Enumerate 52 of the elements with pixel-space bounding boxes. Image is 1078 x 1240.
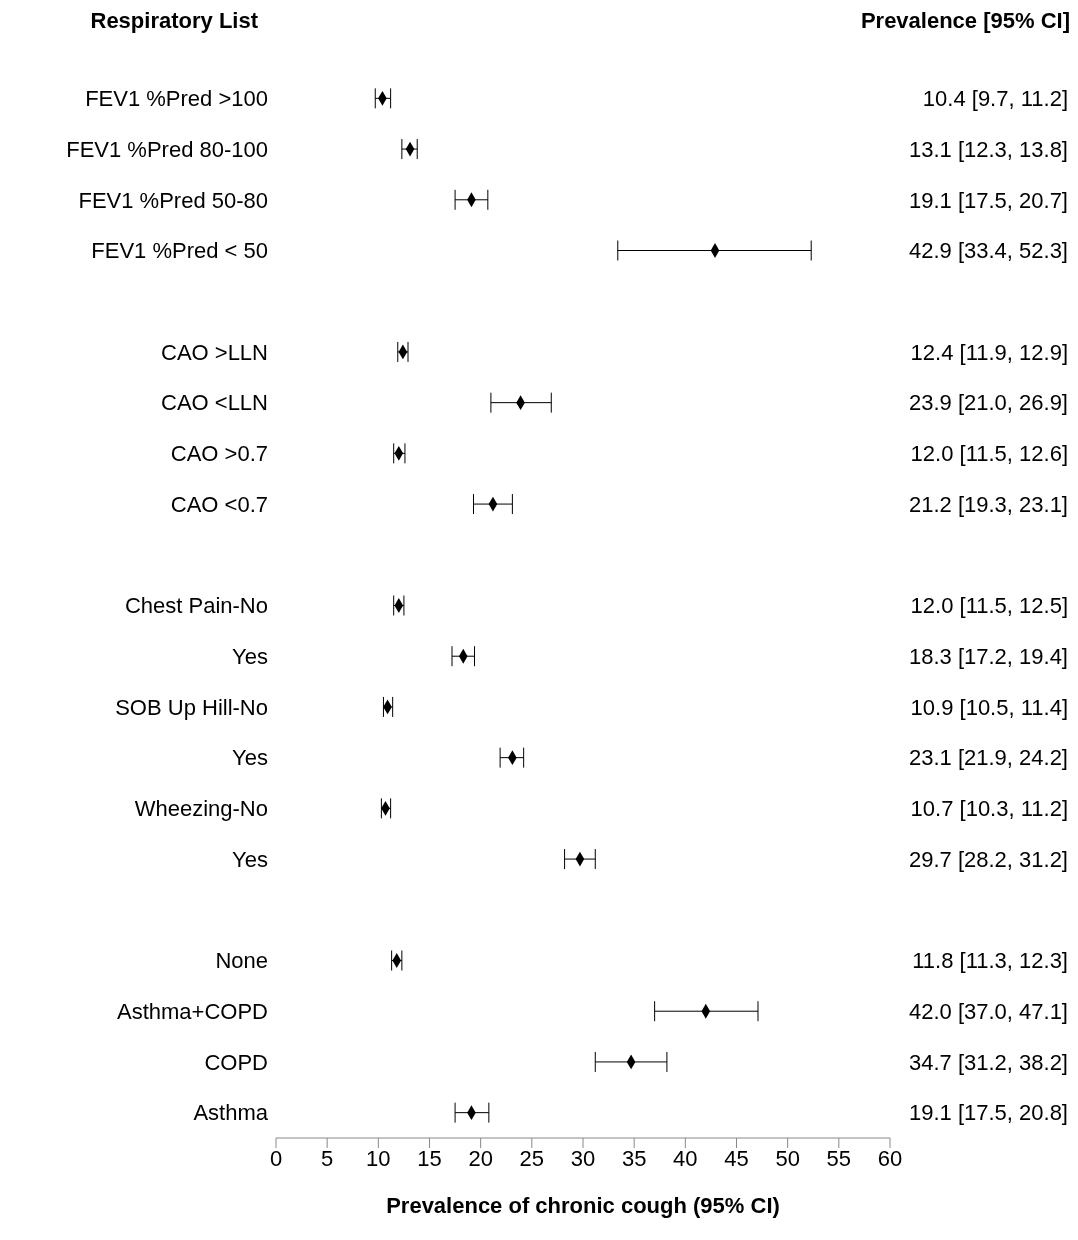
y-tick-label: Wheezing-No [134,796,268,822]
y-tick-label: CAO <0.7 [170,491,268,517]
y-tick-label: FEV1 %Pred >100 [85,86,268,112]
data-label: 19.1 [17.5, 20.8] [908,1100,1068,1126]
y-tick-label: FEV1 %Pred 80-100 [66,136,268,162]
y-tick-label: CAO >0.7 [170,441,268,467]
x-axis-title: Prevalence of chronic cough (95% CI) [386,1193,780,1218]
x-tick-label: 55 [826,1145,852,1171]
x-tick-label: 25 [519,1145,545,1171]
y-tick-label: Yes [232,644,268,670]
x-tick-label: 35 [621,1145,647,1171]
x-tick-label: 15 [417,1145,442,1171]
data-label: 10.4 [9.7, 11.2] [922,86,1068,112]
y-tick-label: SOB Up Hill-No [115,694,268,720]
data-label: 13.1 [12.3, 13.8] [908,136,1068,162]
y-tick-label: Asthma [193,1100,269,1126]
x-tick-label: 60 [877,1145,903,1171]
text: Prevalence [95% CI] [860,8,1070,34]
data-label: 19.1 [17.5, 20.7] [908,187,1068,213]
x-tick-label: 45 [724,1145,749,1171]
y-tick-label: FEV1 %Pred < 50 [91,238,268,264]
y-tick-label: None [215,948,268,974]
x-tick-label: 30 [570,1145,596,1171]
y-tick-label: CAO <LLN [161,390,268,416]
data-label: 42.0 [37.0, 47.1] [908,999,1068,1025]
data-label: 10.9 [10.5, 11.4] [910,694,1068,720]
y-tick-label: Yes [232,846,268,872]
data-label: 18.3 [17.2, 19.4] [908,644,1068,670]
y-tick-label: Asthma+COPD [117,999,268,1025]
x-tick-label: 20 [468,1145,493,1171]
x-tick-label: 50 [775,1145,800,1171]
data-label: 21.2 [19.3, 23.1] [908,491,1068,517]
data-label: 23.9 [21.0, 26.9] [908,390,1068,416]
data-label: 42.9 [33.4, 52.3] [908,238,1068,264]
y-tick-label: Yes [232,745,268,771]
data-label: 12.0 [11.5, 12.6] [910,441,1068,467]
data-label: 29.7 [28.2, 31.2] [908,846,1068,872]
data-label: 11.8 [11.3, 12.3] [912,948,1068,974]
data-label: 10.7 [10.3, 11.2] [910,796,1068,822]
x-tick-label: 40 [673,1145,698,1171]
y-axis-title: Respiratory List [89,8,258,34]
y-tick-label: COPD [204,1049,268,1075]
data-label: 12.0 [11.5, 12.5] [910,593,1068,619]
y-tick-label: FEV1 %Pred 50-80 [78,187,268,213]
x-tick-label: 5 [321,1145,334,1171]
data-label: 34.7 [31.2, 38.2] [908,1049,1068,1075]
y-tick-label: Chest Pain-No [124,593,268,619]
data-label: 12.4 [11.9, 12.9] [910,339,1068,365]
x-tick-label: 0 [269,1145,283,1171]
y-tick-label: CAO >LLN [161,339,268,365]
data-label: 23.1 [21.9, 24.2] [908,745,1068,771]
x-tick-label: 10 [366,1145,391,1171]
